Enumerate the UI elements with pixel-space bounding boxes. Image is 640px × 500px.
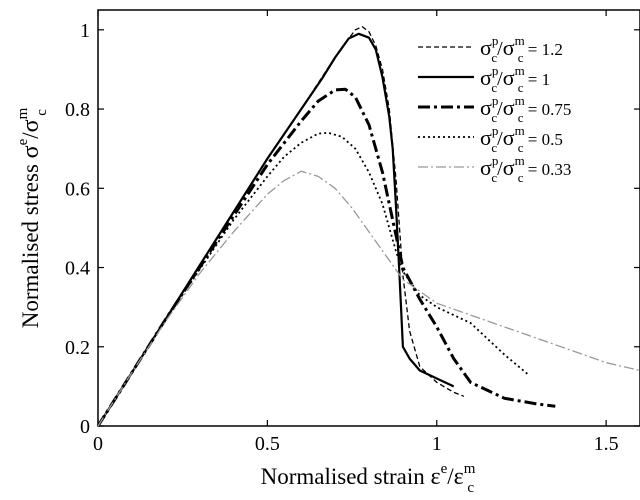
- legend-entry: σp c/σm c = 0.33: [480, 153, 571, 185]
- series-group: [96, 25, 640, 427]
- x-tick-label: 0: [93, 433, 103, 455]
- y-tick-label: 0.4: [65, 258, 90, 280]
- legend-entry: σp c/σm c = 0.5: [480, 123, 563, 155]
- y-tick-label: 0.8: [65, 99, 90, 121]
- legend-entry: σp c/σm c = 1: [480, 63, 550, 95]
- legend-entry: σp c/σm c = 0.75: [480, 93, 571, 125]
- legend: σp c/σm c = 1.2σp c/σm c = 1σp c/σm c = 0.75σp…: [418, 33, 571, 185]
- series-line-1: [97, 32, 455, 427]
- x-tick-label: 1.5: [594, 433, 619, 455]
- y-tick-label: 0.6: [65, 178, 90, 200]
- tick-group: 0 0.5 1 1.5 0 0.2 0.4 0.6 0.8 1: [65, 10, 640, 455]
- y-tick-label: 0.2: [65, 337, 90, 359]
- axis-labels: Normalised strain εe/εm c Normalised stres…: [15, 107, 476, 496]
- series-line-0: [97, 25, 465, 427]
- plot-frame: [97, 9, 640, 427]
- x-tick-label: 0.5: [255, 433, 280, 455]
- y-axis-label: Normalised stress σe/σm c: [15, 107, 50, 328]
- x-tick-label: 1: [432, 433, 442, 455]
- legend-entry: σp c/σm c = 1.2: [480, 33, 563, 65]
- y-tick-label: 1: [80, 20, 90, 42]
- y-tick-label: 0: [80, 416, 90, 438]
- x-axis-label: Normalised strain εe/εm c: [261, 461, 476, 496]
- series-line-3: [97, 131, 529, 427]
